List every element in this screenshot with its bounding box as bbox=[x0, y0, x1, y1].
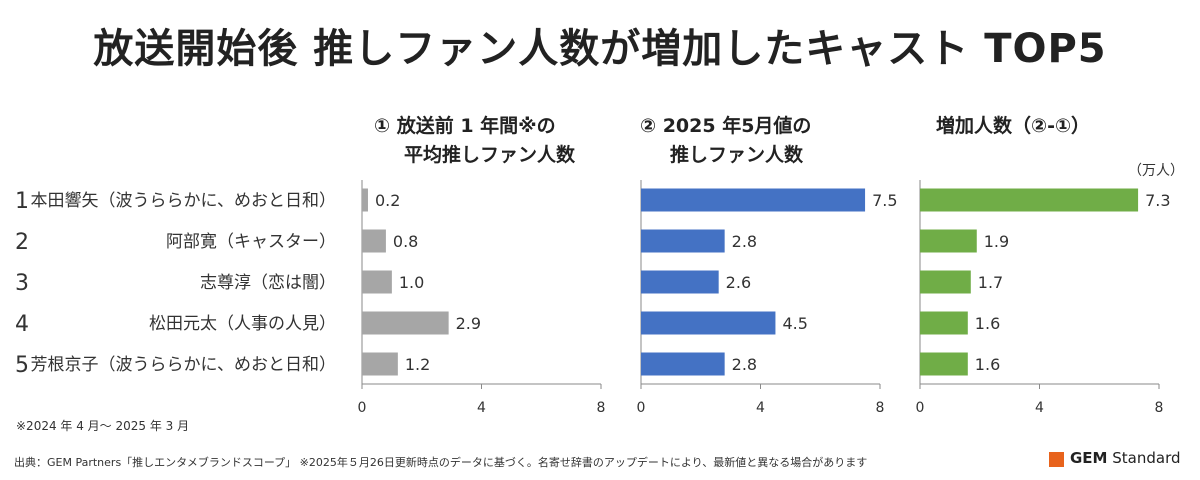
value-label-may2025: 2.8 bbox=[732, 232, 757, 251]
value-label-increase: 1.9 bbox=[984, 232, 1009, 251]
value-label-before: 1.2 bbox=[405, 355, 430, 374]
rank-number: 5 bbox=[15, 353, 29, 378]
value-label-increase: 1.7 bbox=[978, 273, 1003, 292]
panel-header-before: ① 放送前 1 年間※の 平均推しファン人数 bbox=[374, 112, 575, 170]
tick-label: 0 bbox=[916, 400, 925, 416]
value-label-before: 2.9 bbox=[456, 314, 481, 333]
panel-header-increase: 増加人数（②-①） bbox=[936, 112, 1090, 141]
value-label-before: 0.8 bbox=[393, 232, 418, 251]
value-label-may2025: 7.5 bbox=[872, 191, 897, 210]
value-label-increase: 1.6 bbox=[975, 355, 1000, 374]
rank-number: 4 bbox=[15, 312, 29, 337]
bar-before bbox=[362, 311, 449, 335]
tick-label: 4 bbox=[756, 400, 765, 416]
chart-title: 放送開始後 推しファン人数が増加したキャスト TOP5 bbox=[93, 26, 1107, 72]
panel-header-before-line2: 平均推しファン人数 bbox=[404, 144, 576, 166]
tick-label: 0 bbox=[637, 400, 646, 416]
bar-increase bbox=[920, 311, 968, 335]
bar-before bbox=[362, 352, 398, 376]
category-label: 松田元太（人事の人見） bbox=[149, 314, 336, 334]
panel-header-increase-line1: 増加人数（②-①） bbox=[936, 115, 1091, 137]
category-label: 芳根京子（波うららかに、めおと日和） bbox=[31, 355, 337, 375]
source-note: 出典：GEM Partners「推しエンタメブランドスコープ」 ※2025年５月… bbox=[14, 456, 868, 469]
category-label: 志尊淳（恋は闇） bbox=[200, 272, 336, 293]
bar-may2025 bbox=[641, 188, 866, 212]
value-label-increase: 7.3 bbox=[1145, 191, 1170, 210]
bar-may2025 bbox=[641, 352, 725, 376]
bar-before bbox=[362, 270, 392, 294]
bar-increase bbox=[920, 229, 977, 253]
panel-header-may2025-line1: ② 2025 年5月値の bbox=[640, 115, 812, 137]
value-label-before: 0.2 bbox=[375, 191, 400, 210]
tick-label: 4 bbox=[477, 400, 486, 416]
tick-label: 8 bbox=[876, 400, 885, 416]
bar-may2025 bbox=[641, 229, 725, 253]
tick-label: 4 bbox=[1035, 400, 1044, 416]
value-label-may2025: 4.5 bbox=[782, 314, 807, 333]
bar-increase bbox=[920, 270, 971, 294]
bar-before bbox=[362, 229, 386, 253]
unit-label: （万人） bbox=[1128, 163, 1184, 179]
tick-label: 8 bbox=[1155, 400, 1164, 416]
tick-label: 8 bbox=[597, 400, 606, 416]
rank-number: 2 bbox=[15, 230, 29, 255]
tick-label: 0 bbox=[358, 400, 367, 416]
bar-before bbox=[362, 188, 368, 212]
category-label: 本田響矢（波うららかに、めおと日和） bbox=[31, 191, 337, 211]
panel-header-may2025: ② 2025 年5月値の 推しファン人数 bbox=[640, 112, 811, 170]
bar-increase bbox=[920, 188, 1139, 212]
value-label-increase: 1.6 bbox=[975, 314, 1000, 333]
value-label-before: 1.0 bbox=[399, 273, 424, 292]
value-label-may2025: 2.8 bbox=[732, 355, 757, 374]
rank-number: 3 bbox=[15, 271, 29, 296]
rank-number: 1 bbox=[15, 189, 29, 214]
panel-header-may2025-line2: 推しファン人数 bbox=[670, 144, 804, 166]
logo-mark-icon bbox=[1049, 452, 1064, 467]
bar-may2025 bbox=[641, 311, 776, 335]
logo-text: GEM Standard bbox=[1070, 449, 1181, 467]
bar-increase bbox=[920, 352, 968, 376]
category-label: 阿部寛（キャスター） bbox=[166, 232, 336, 252]
value-label-may2025: 2.6 bbox=[726, 273, 751, 292]
logo-standard: Standard bbox=[1112, 449, 1181, 467]
logo-gem: GEM bbox=[1070, 449, 1108, 467]
footnote: ※2024 年 4 月～ 2025 年 3 月 bbox=[16, 419, 190, 433]
panel-header-before-line1: ① 放送前 1 年間※の bbox=[374, 115, 556, 137]
bar-may2025 bbox=[641, 270, 719, 294]
